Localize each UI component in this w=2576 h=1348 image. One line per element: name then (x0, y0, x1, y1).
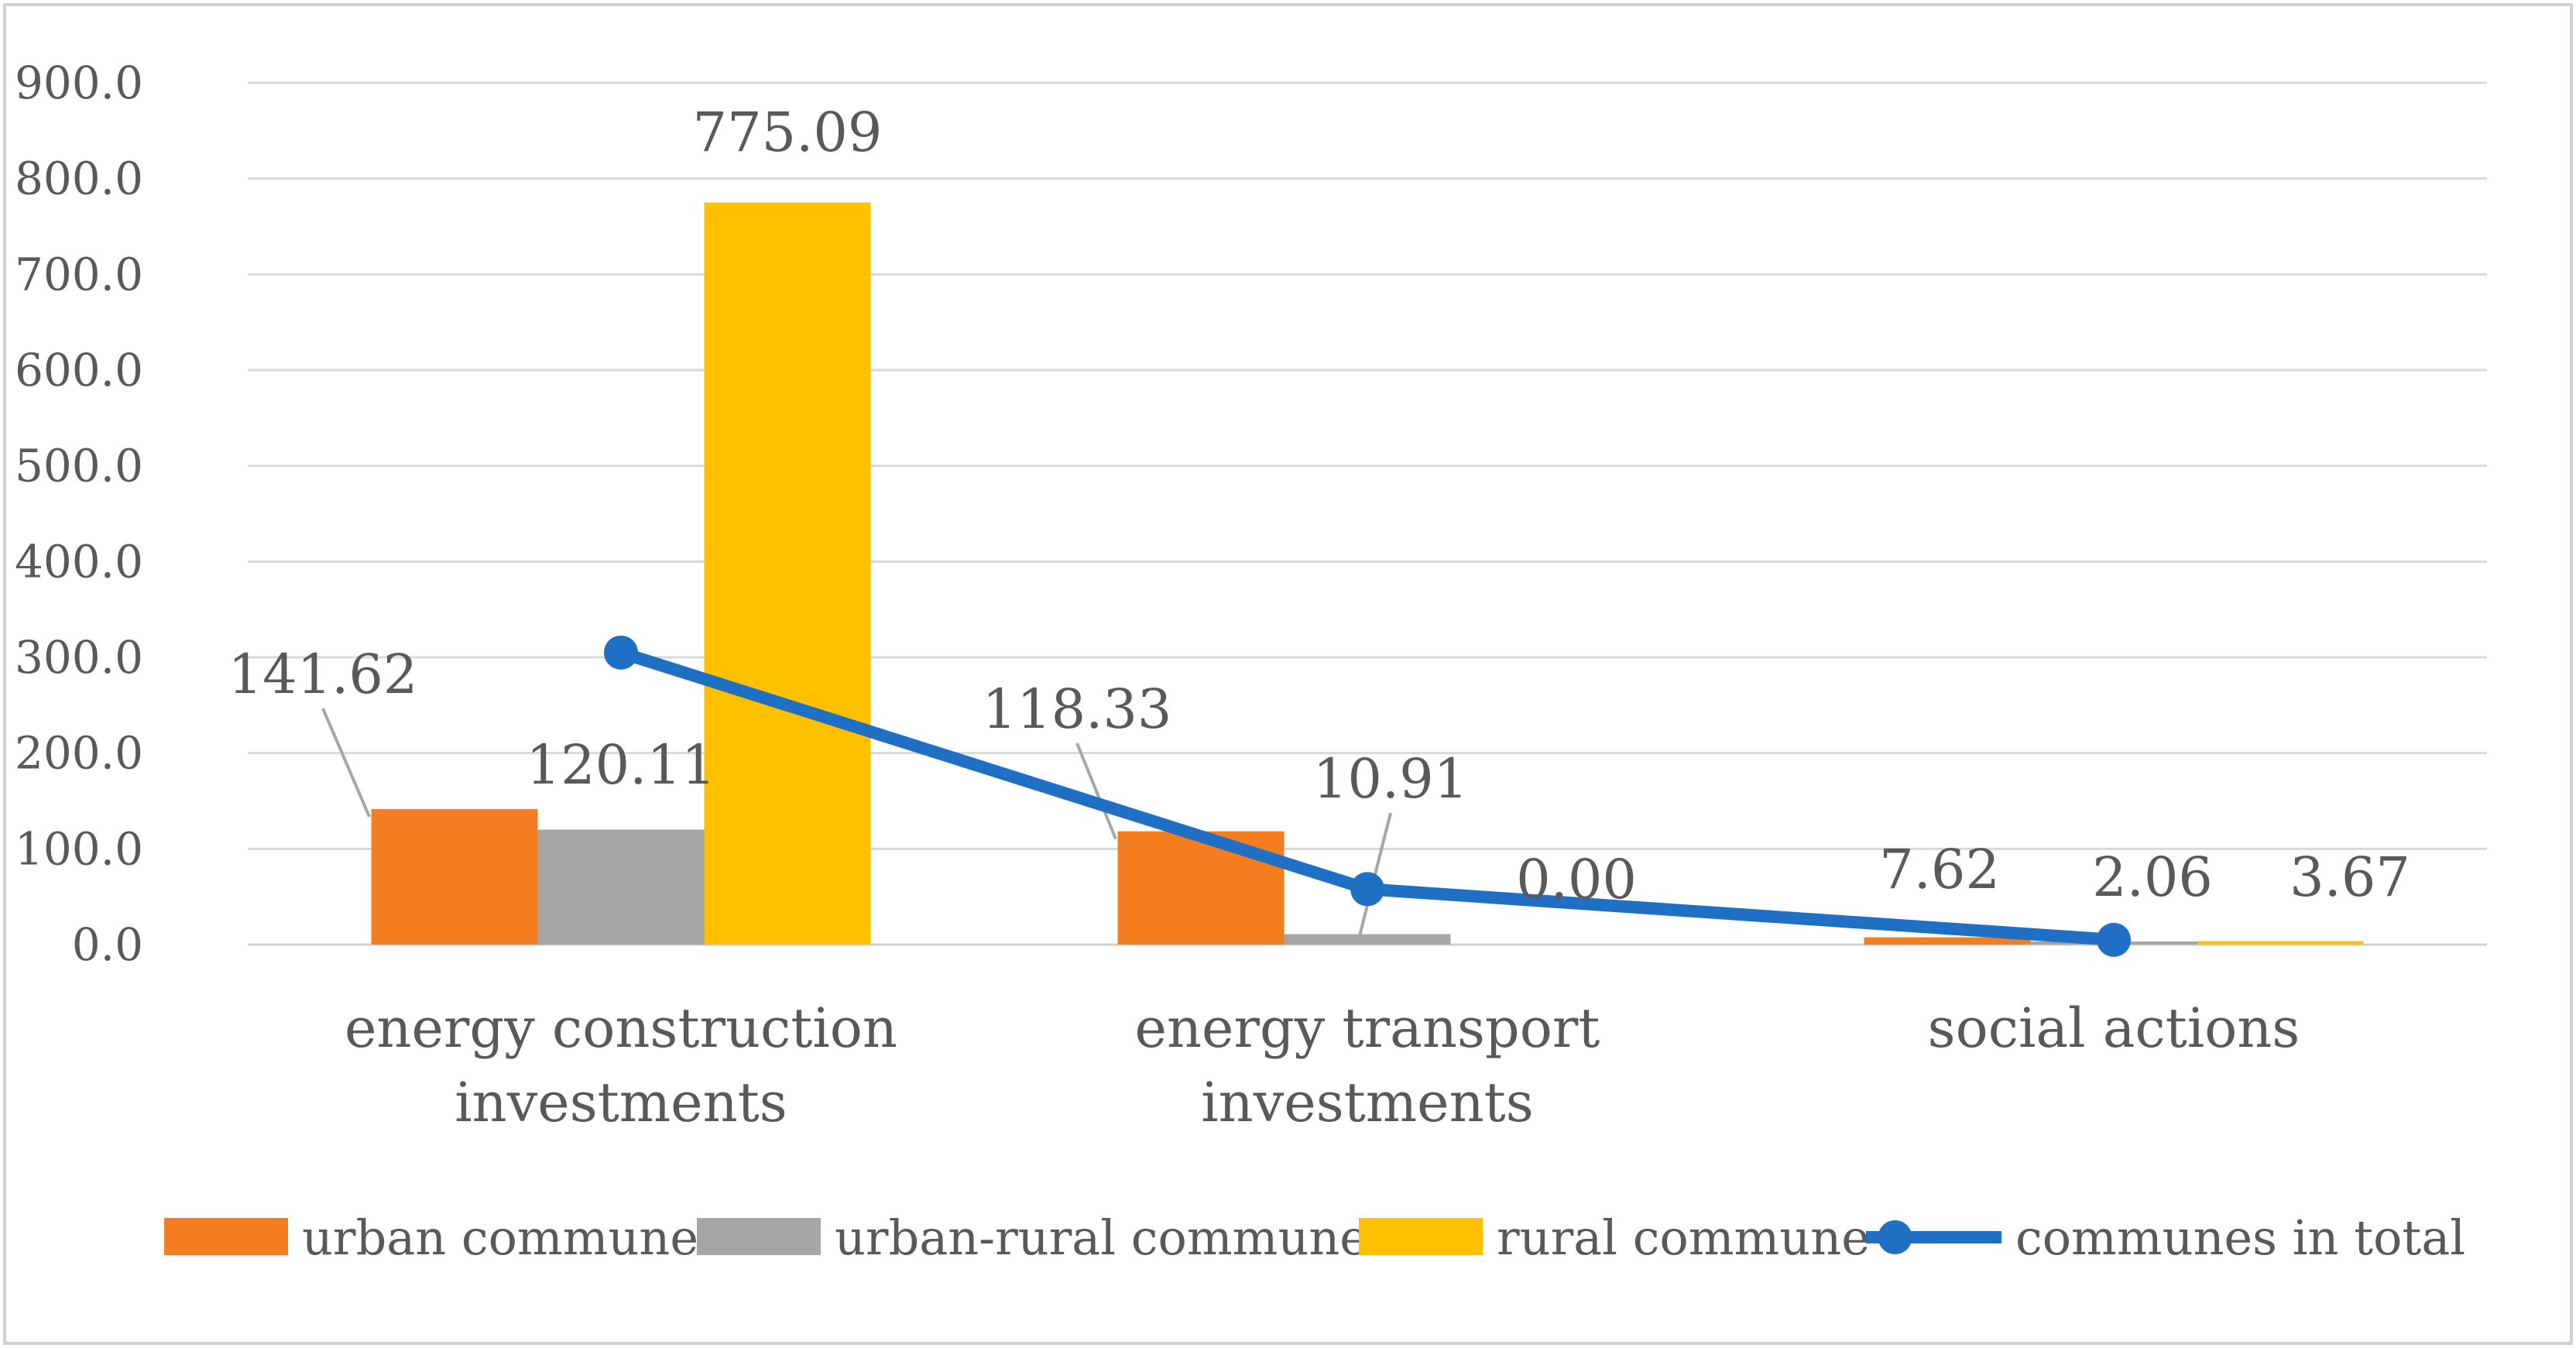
data-label: 3.67 (2290, 846, 2410, 909)
y-tick-label: 200.0 (15, 727, 143, 780)
leader-line (321, 708, 371, 818)
y-tick-label: 300.0 (15, 631, 143, 684)
bar (537, 829, 705, 945)
bar (1864, 937, 2031, 945)
y-tick-label: 100.0 (15, 822, 143, 875)
x-category-label: energy construction (345, 996, 897, 1060)
y-tick-label: 0.0 (72, 918, 143, 971)
data-label: 10.91 (1313, 747, 1468, 811)
legend-swatch (1359, 1218, 1483, 1255)
x-category-label: energy transport (1135, 996, 1600, 1060)
bar (1284, 934, 1451, 945)
x-category-label: investments (1201, 1071, 1533, 1134)
data-label: 0.00 (1516, 848, 1637, 911)
chart-frame (3, 3, 2573, 1345)
bar (2197, 941, 2364, 945)
y-tick-label: 500.0 (15, 440, 143, 492)
leader-line (1075, 743, 1117, 840)
legend-label: communes in total (2015, 1209, 2465, 1266)
legend-swatch (164, 1218, 288, 1255)
y-tick-label: 400.0 (15, 535, 143, 588)
y-tick-label: 600.0 (15, 344, 143, 396)
x-category-label: social actions (1928, 996, 2300, 1060)
bar (704, 202, 871, 945)
data-label: 120.11 (527, 733, 716, 797)
x-category-label: investments (454, 1071, 787, 1134)
data-label: 7.62 (1879, 838, 2000, 901)
data-label: 775.09 (693, 101, 883, 164)
y-tick-label: 900.0 (15, 57, 143, 109)
data-label: 141.62 (228, 643, 418, 706)
legend-swatch (697, 1218, 821, 1255)
data-label: 2.06 (2092, 846, 2213, 909)
legend-label: rural commune (1497, 1209, 1870, 1266)
y-tick-label: 700.0 (15, 248, 143, 300)
legend-label: urban-rural commune (835, 1209, 1368, 1266)
legend-marker (1878, 1220, 1912, 1254)
y-tick-label: 800.0 (15, 153, 143, 205)
line-point (2097, 922, 2131, 957)
bar (371, 808, 538, 945)
legend-label: urban commune (302, 1209, 698, 1266)
line-point (604, 635, 638, 670)
data-label: 118.33 (983, 677, 1172, 741)
line-point (1350, 872, 1384, 907)
